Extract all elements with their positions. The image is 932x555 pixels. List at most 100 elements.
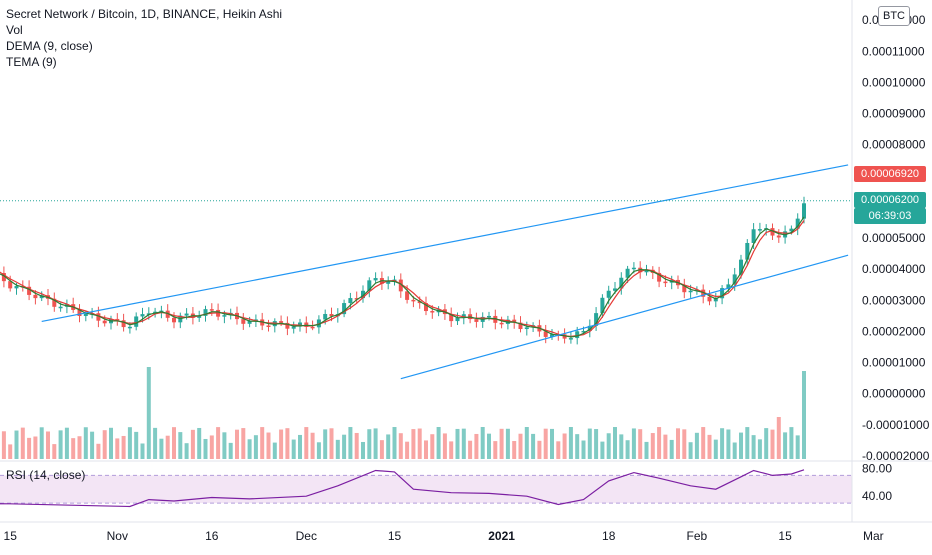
volume-bar	[348, 427, 353, 459]
candle-body	[631, 267, 636, 270]
rsi-tick-label: 80.00	[862, 461, 892, 475]
candle-body	[613, 288, 617, 291]
volume-bar	[676, 428, 680, 459]
candle-body	[52, 298, 57, 307]
candle-body	[499, 322, 504, 325]
volume-bar	[720, 428, 725, 459]
x-tick-label: Dec	[296, 529, 317, 543]
volume-bar	[493, 441, 498, 459]
candle-body	[367, 280, 372, 291]
candle-body	[102, 320, 107, 324]
candle-body	[398, 279, 403, 292]
candle-body	[575, 331, 580, 339]
rsi-label[interactable]: RSI (14, close)	[6, 468, 86, 482]
x-tick-label: Nov	[107, 529, 128, 543]
volume-bar	[310, 432, 315, 459]
candle-body	[184, 313, 189, 316]
volume-bar	[619, 434, 624, 459]
volume-bar	[316, 442, 321, 459]
candle-body	[430, 311, 435, 313]
y-tick-label: 0.00002000	[862, 324, 926, 338]
volume-bar	[203, 438, 208, 459]
y-tick-label: -0.00002000	[862, 449, 930, 463]
volume-bar	[795, 435, 800, 459]
candle-body	[701, 289, 706, 297]
volume-bar	[279, 429, 284, 459]
volume-bar	[531, 433, 536, 459]
volume-bar	[468, 440, 473, 459]
volume-bar	[298, 434, 302, 459]
candle-body	[405, 291, 410, 300]
volume-bar	[587, 428, 592, 459]
y-tick-label: 0.00004000	[862, 262, 926, 276]
volume-bar	[417, 428, 422, 459]
candle-body	[726, 284, 731, 289]
candle-body	[739, 259, 743, 275]
candle-body	[304, 322, 309, 327]
symbol-title[interactable]: Secret Network / Bitcoin, 1D, BINANCE, H…	[6, 7, 283, 21]
candle-body	[298, 322, 302, 327]
candle-body	[657, 272, 662, 282]
volume-bar	[411, 429, 416, 459]
volume-bar	[726, 429, 731, 459]
volume-bar	[266, 432, 271, 459]
candle-body	[411, 299, 416, 302]
volume-bar	[178, 432, 183, 459]
candle-body	[354, 298, 359, 300]
volume-bar	[14, 430, 19, 459]
volume-bar	[770, 429, 775, 459]
volume-bar	[638, 429, 643, 459]
volume-bar	[228, 442, 233, 459]
candle-body	[663, 281, 668, 284]
volume-bar	[524, 427, 529, 459]
candle-body	[291, 326, 296, 329]
volume-bar	[134, 431, 139, 459]
candle-body	[165, 310, 170, 318]
dema-label[interactable]: DEMA (9, close)	[6, 39, 93, 53]
volume-bar	[505, 428, 510, 459]
volume-bar	[109, 427, 113, 459]
volume-bar	[789, 427, 794, 459]
candle-body	[745, 242, 750, 260]
vol-label[interactable]: Vol	[6, 23, 23, 37]
volume-bar	[260, 427, 265, 459]
volume-bar	[90, 431, 95, 459]
volume-bar	[153, 427, 158, 459]
volume-bar	[209, 435, 214, 459]
axes: 0.000120000.000110000.000100000.00009000…	[4, 13, 930, 543]
candle-body	[83, 313, 88, 317]
volume-bar	[644, 441, 649, 459]
countdown-tag: 06:39:03	[854, 208, 926, 224]
volume-bar	[140, 443, 145, 459]
candle-body	[417, 301, 422, 304]
volume-bar	[606, 433, 611, 459]
candle-body	[789, 228, 794, 232]
volume-bars	[1, 367, 806, 459]
rsi-line	[0, 469, 805, 508]
volume-bar	[354, 432, 359, 459]
y-tick-label: 0.00010000	[862, 75, 926, 89]
dema-line	[0, 220, 805, 337]
volume-bar	[392, 427, 397, 459]
volume-bar	[33, 436, 38, 459]
tema-label[interactable]: TEMA (9)	[6, 55, 57, 69]
volume-bar	[127, 427, 132, 459]
volume-bar	[222, 432, 227, 459]
volume-bar	[474, 433, 479, 459]
x-tick-label: 18	[602, 529, 616, 543]
volume-bar	[802, 371, 806, 459]
candle-body	[121, 320, 126, 328]
candle-body	[266, 325, 271, 328]
volume-bar	[550, 428, 554, 459]
volume-bar	[600, 441, 605, 459]
volume-bar	[732, 442, 737, 459]
currency-button[interactable]: BTC	[878, 6, 910, 26]
volume-bar	[487, 433, 491, 459]
candle-body	[802, 203, 806, 219]
candle-body	[707, 296, 712, 302]
volume-bar	[39, 427, 44, 459]
lower-trendline	[400, 254, 849, 380]
candle-body	[361, 290, 365, 299]
y-tick-label: 0.00003000	[862, 293, 926, 307]
